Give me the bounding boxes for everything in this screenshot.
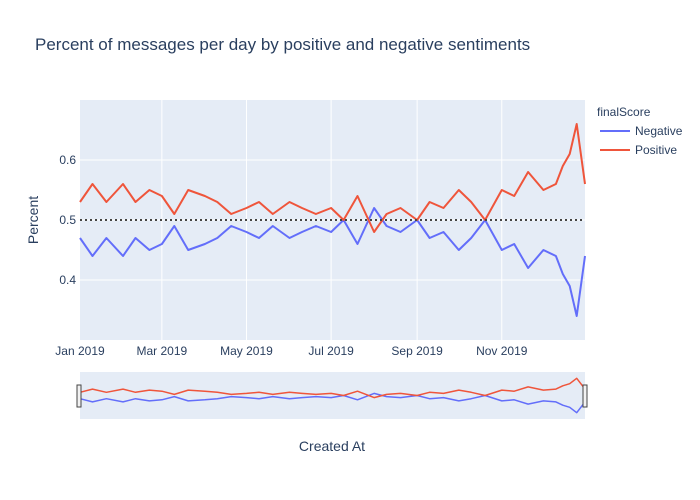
range-slider-lines: [79, 377, 586, 414]
range-slider-handle-right[interactable]: [582, 384, 588, 408]
legend-label-positive: Positive: [635, 143, 677, 157]
series-line-positive[interactable]: [79, 123, 586, 233]
x-tick-label: Mar 2019: [137, 344, 188, 358]
range-slider-line-positive: [79, 377, 586, 399]
x-tick-label: May 2019: [220, 344, 273, 358]
legend-item-positive[interactable]: Positive: [600, 143, 677, 157]
y-tick-labels: 0.4 0.5 0.6: [59, 153, 76, 287]
x-tick-label: Nov 2019: [476, 344, 528, 358]
y-axis-label: Percent: [25, 196, 41, 244]
chart-title: Percent of messages per day by positive …: [35, 35, 530, 54]
range-slider-handle-left[interactable]: [76, 384, 82, 408]
x-tick-label: Jul 2019: [308, 344, 354, 358]
range-slider-background[interactable]: [80, 372, 585, 419]
legend-label-negative: Negative: [635, 124, 683, 138]
y-tick-label: 0.5: [59, 213, 76, 227]
x-tick-label: Jan 2019: [55, 344, 105, 358]
legend: finalScore Negative Positive: [597, 105, 683, 157]
x-tick-labels: Jan 2019 Mar 2019 May 2019 Jul 2019 Sep 2019…: [55, 344, 527, 358]
legend-title: finalScore: [597, 105, 651, 119]
legend-item-negative[interactable]: Negative: [600, 124, 683, 138]
series-lines: [79, 123, 586, 317]
y-tick-label: 0.4: [59, 273, 76, 287]
x-axis-label: Created At: [299, 438, 365, 454]
y-tick-label: 0.6: [59, 153, 76, 167]
x-tick-label: Sep 2019: [391, 344, 443, 358]
